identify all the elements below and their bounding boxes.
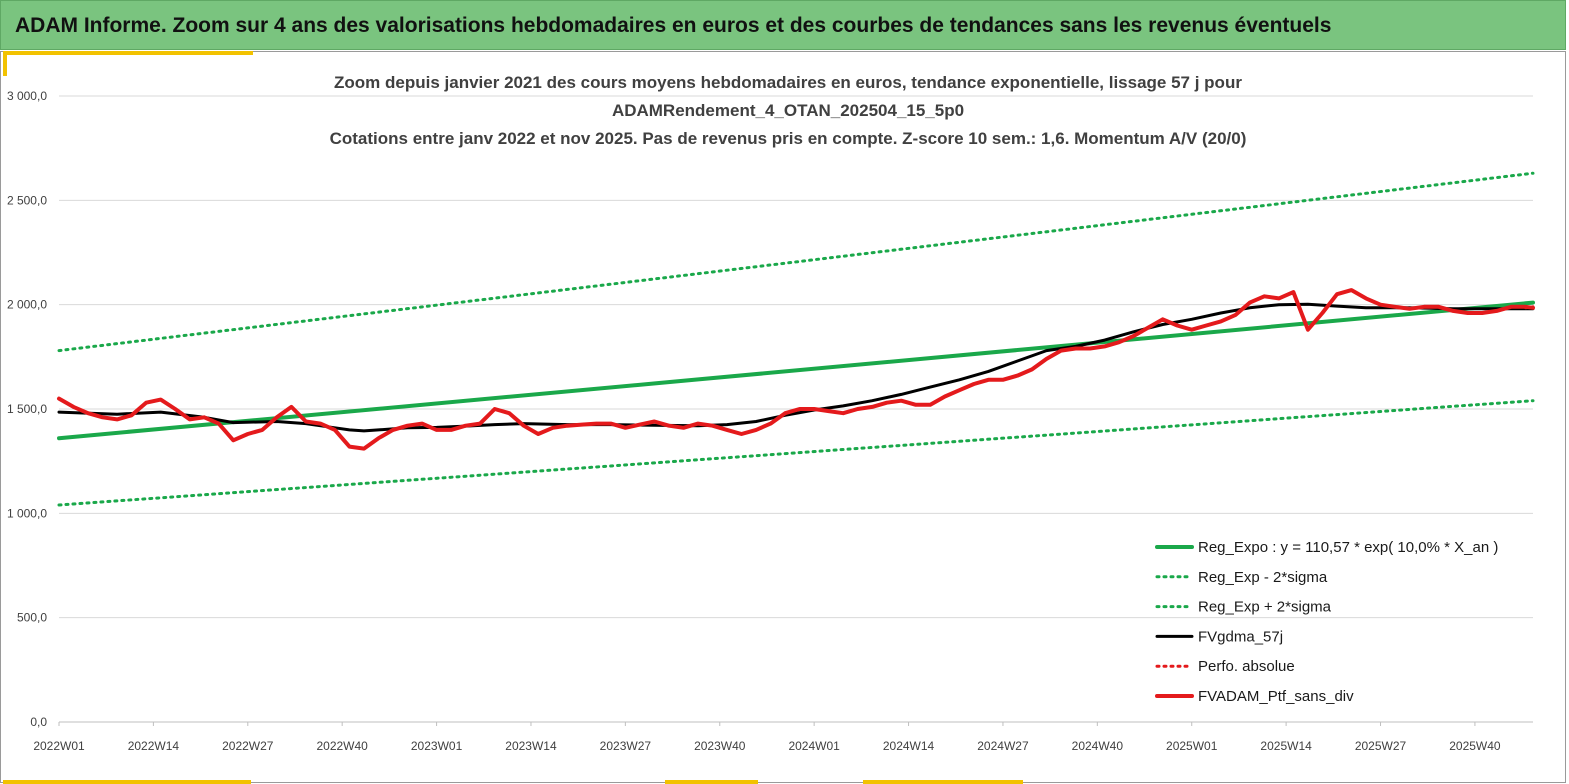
y-tick-label: 1 500,0 xyxy=(7,402,47,416)
series-lines xyxy=(57,171,1535,507)
chart-title: Zoom depuis janvier 2021 des cours moyen… xyxy=(330,73,1247,148)
x-tick-label: 2022W14 xyxy=(128,739,180,753)
chart-frame xyxy=(0,51,1566,783)
legend-label-0: Reg_Expo : y = 110,57 * exp( 10,0% * X_a… xyxy=(1198,539,1498,556)
x-tick-label: 2022W01 xyxy=(33,739,85,753)
x-tick-label: 2022W27 xyxy=(222,739,274,753)
x-tick-label: 2025W40 xyxy=(1449,739,1501,753)
series-line-0 xyxy=(57,300,1535,441)
chart-title-line: Zoom depuis janvier 2021 des cours moyen… xyxy=(334,73,1242,92)
header-banner: ADAM Informe. Zoom sur 4 ans des valoris… xyxy=(0,0,1566,50)
x-tick-label: 2024W40 xyxy=(1072,739,1124,753)
legend-label-2: Reg_Exp + 2*sigma xyxy=(1198,599,1332,616)
series-line-2 xyxy=(57,171,1535,353)
y-tick-label: 1 000,0 xyxy=(7,506,47,520)
x-tick-label: 2024W27 xyxy=(977,739,1029,753)
y-tick-label: 3 000,0 xyxy=(7,89,47,103)
y-tick-label: 500,0 xyxy=(17,611,47,625)
axes: 0,0 500,0 1 000,0 1 500,0 2 000,0 2 500,0 3 00… xyxy=(7,89,1533,753)
y-tick-label: 2 500,0 xyxy=(7,193,47,207)
legend-label-1: Reg_Exp - 2*sigma xyxy=(1198,569,1328,586)
x-tick-label: 2025W14 xyxy=(1260,739,1312,753)
accent-bar-bottom-right xyxy=(863,780,1023,784)
x-tick-label: 2023W14 xyxy=(505,739,557,753)
legend: Reg_Expo : y = 110,57 * exp( 10,0% * X_a… xyxy=(1155,539,1498,705)
series-line-5 xyxy=(57,288,1535,451)
x-tick-label: 2024W01 xyxy=(788,739,840,753)
accent-bar-left xyxy=(3,51,7,76)
chart-title-line: ADAMRendement_4_OTAN_202504_15_5p0 xyxy=(612,101,964,120)
x-tick-label: 2023W27 xyxy=(600,739,652,753)
x-tick-label: 2022W40 xyxy=(316,739,368,753)
x-tick-label: 2025W01 xyxy=(1166,739,1218,753)
y-tick-label: 0,0 xyxy=(30,715,47,729)
x-tick-label: 2025W27 xyxy=(1355,739,1407,753)
accent-bar-top xyxy=(3,51,253,55)
y-tick-label: 2 000,0 xyxy=(7,298,47,312)
chart-title-line: Cotations entre janv 2022 et nov 2025. P… xyxy=(330,129,1247,148)
legend-label-4: Perfo. absolue xyxy=(1198,658,1295,675)
x-tick-label: 2024W14 xyxy=(883,739,935,753)
x-tick-label: 2023W40 xyxy=(694,739,746,753)
series-line-1 xyxy=(57,399,1535,507)
legend-label-5: FVADAM_Ptf_sans_div xyxy=(1198,688,1354,705)
legend-label-3: FVgdma_57j xyxy=(1198,628,1283,645)
accent-bar-bottom-mid xyxy=(665,780,758,784)
accent-bar-bottom-left xyxy=(3,780,251,784)
page-title: ADAM Informe. Zoom sur 4 ans des valoris… xyxy=(15,14,1332,37)
x-tick-label: 2023W01 xyxy=(411,739,463,753)
